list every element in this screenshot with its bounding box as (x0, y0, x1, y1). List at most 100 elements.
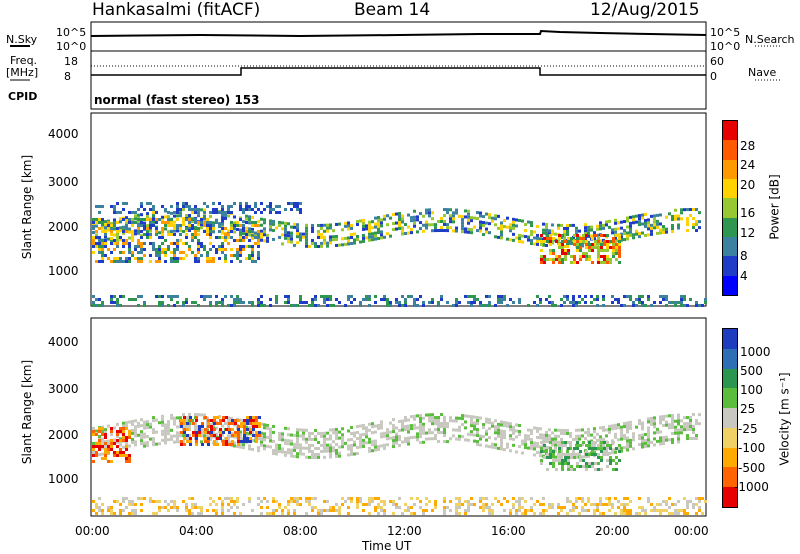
scatter-cell (239, 248, 242, 251)
scatter-cell (500, 444, 503, 448)
scatter-cell (488, 418, 491, 422)
scatter-cell (125, 230, 128, 233)
scatter-cell (266, 506, 269, 509)
scatter-cell (260, 506, 263, 509)
scatter-cell (236, 251, 239, 254)
scatter-cell (582, 237, 585, 240)
scatter-cell (314, 295, 317, 298)
scatter-cell (125, 506, 128, 509)
scatter-cell (597, 447, 600, 450)
scatter-cell (560, 428, 563, 432)
scatter-cell (615, 258, 618, 261)
scatter-cell (564, 255, 567, 258)
scatter-cell (263, 230, 266, 234)
scatter-cell (647, 298, 650, 301)
scatter-cell (197, 506, 200, 509)
scatter-cell (281, 447, 284, 451)
scatter-cell (227, 214, 230, 218)
scatter-cell (605, 223, 608, 227)
scatter-cell (206, 295, 209, 298)
scatter-cell (356, 503, 359, 506)
scatter-cell (524, 443, 527, 447)
scatter-cell (119, 439, 122, 442)
scatter-cell (656, 503, 659, 506)
scatter-cell (107, 451, 110, 454)
scatter-cell (173, 233, 176, 236)
scatter-cell (242, 446, 245, 450)
scatter-cell (413, 503, 416, 506)
scatter-cell (503, 424, 506, 428)
scatter-cell (374, 497, 377, 500)
scatter-cell (146, 224, 149, 228)
scatter-cell (362, 423, 365, 427)
scatter-cell (584, 238, 587, 242)
scatter-cell (518, 301, 521, 304)
scatter-cell (308, 431, 311, 435)
scatter-cell (356, 223, 359, 227)
scatter-cell (125, 242, 128, 245)
scatter-cell (452, 428, 455, 432)
scatter-cell (344, 441, 347, 445)
scatter-cell (182, 413, 185, 417)
scatter-cell (231, 440, 234, 443)
scatter-cell (591, 237, 594, 240)
scatter-cell (215, 304, 218, 307)
scatter-cell (137, 231, 140, 235)
scatter-cell (476, 431, 479, 435)
scatter-cell (585, 255, 588, 258)
scatter-cell (206, 509, 209, 512)
scatter-cell (173, 227, 176, 230)
scatter-cell (209, 221, 212, 225)
scatter-cell (695, 220, 698, 224)
scatter-cell (180, 443, 183, 446)
scatter-cell (594, 447, 597, 450)
scatter-cell (686, 217, 689, 221)
scatter-cell (98, 211, 101, 214)
scatter-cell (188, 208, 191, 211)
scatter-cell (618, 255, 621, 258)
scatter-cell (548, 437, 551, 441)
scatter-cell (128, 500, 131, 503)
scatter-cell (644, 512, 647, 515)
scatter-cell (152, 218, 155, 221)
scatter-cell (260, 202, 263, 205)
scatter-cell (644, 304, 647, 307)
scatter-cell (164, 208, 167, 211)
scatter-cell (476, 428, 479, 432)
scatter-cell (131, 422, 134, 426)
scatter-cell (618, 246, 621, 249)
scatter-cell (158, 295, 161, 298)
scatter-cell (242, 503, 245, 506)
nave-tick-bottom: 0 (710, 70, 717, 83)
scatter-cell (626, 448, 629, 452)
scatter-cell (479, 434, 482, 438)
scatter-cell (371, 220, 374, 224)
scatter-cell (116, 298, 119, 301)
scatter-cell (146, 426, 149, 430)
scatter-cell (284, 230, 287, 234)
scatter-cell (549, 462, 552, 465)
scatter-cell (554, 304, 557, 307)
scatter-cell (200, 428, 203, 432)
scatter-cell (410, 228, 413, 232)
scatter-cell (275, 295, 278, 298)
scatter-cell (251, 301, 254, 304)
scatter-cell (593, 509, 596, 512)
scatter-cell (566, 295, 569, 298)
scatter-cell (113, 438, 116, 442)
scatter-cell (668, 301, 671, 304)
scatter-cell (203, 217, 206, 221)
scatter-cell (611, 503, 614, 506)
scatter-cell (629, 420, 632, 424)
scatter-cell (458, 437, 461, 441)
scatter-cell (95, 512, 98, 515)
scatter-cell (140, 224, 143, 227)
scatter-cell (143, 218, 146, 221)
scatter-cell (353, 241, 356, 245)
scatter-cell (248, 426, 251, 430)
scatter-cell (512, 425, 515, 429)
scatter-cell (122, 454, 125, 457)
scatter-cell (512, 506, 515, 509)
scatter-cell (590, 228, 593, 232)
scatter-cell (659, 430, 662, 434)
